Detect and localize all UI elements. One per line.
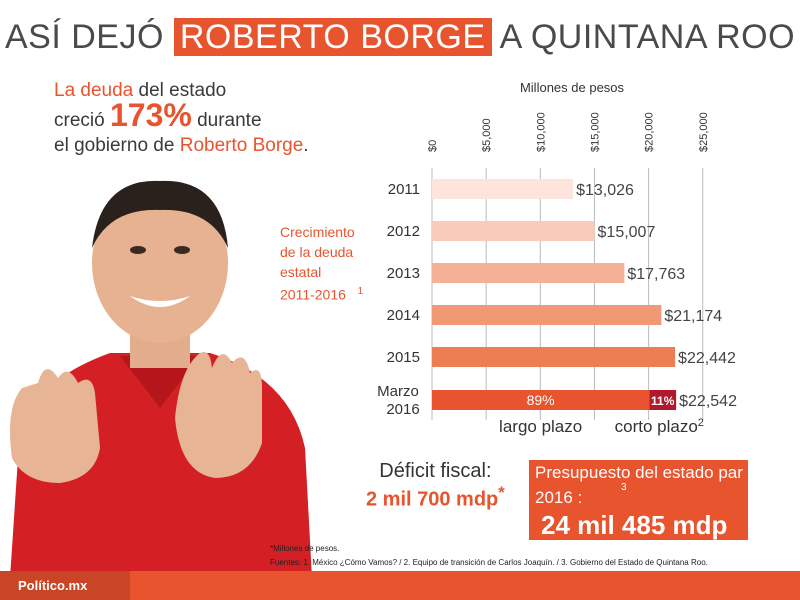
x-tick-label: $20,000 [644, 112, 656, 152]
smile [130, 296, 190, 307]
x-axis-ticks: $0 $5,000 $10,000 $15,000 $20,000 $25,000 [427, 112, 710, 152]
corto-plazo-sup: 2 [698, 417, 704, 429]
category-label: 2015 [387, 349, 420, 366]
footnote-units: *Millones de pesos. [270, 544, 340, 553]
left-hand [9, 369, 100, 483]
budget-sup: 3 [621, 482, 627, 493]
intro-line3-post: . [303, 135, 309, 156]
intro-text: La deuda del estado creció 173% durante … [54, 78, 309, 158]
x-tick-label: $25,000 [698, 112, 710, 152]
bars [432, 179, 677, 410]
gridlines [431, 168, 704, 420]
headline-highlight: ROBERTO BORGE [173, 18, 492, 56]
growth-label-line2: de la deuda [280, 244, 354, 260]
face [92, 183, 228, 343]
bar-2014 [432, 305, 662, 325]
x-tick-label: $15,000 [589, 112, 601, 152]
category-label: Marzo [377, 383, 419, 400]
footer-bar: Político.mx [0, 571, 800, 600]
hair [92, 180, 228, 248]
brand-logo[interactable]: Político.mx [0, 571, 130, 600]
category-label: 2013 [387, 265, 420, 282]
intro-deuda: La deuda [54, 80, 134, 101]
category-label: 2011 [388, 181, 420, 198]
x-tick-label: $0 [427, 140, 439, 152]
intro-line1: del estado [133, 80, 227, 101]
intro-name: Roberto Borge [179, 135, 304, 156]
politician-photo [9, 180, 312, 578]
bar-2015 [432, 347, 676, 367]
value-label: $22,442 [678, 350, 736, 367]
footnote-sources: Fuentes: 1. México ¿Cómo Vamos? / 2. Equ… [270, 558, 708, 567]
segment-name-largo-plazo: largo plazo [499, 417, 582, 436]
category-label: 2012 [387, 223, 420, 240]
bar-2011 [432, 179, 574, 199]
growth-label-line3: estatal [280, 264, 322, 280]
footnotes: *Millones de pesos. Fuentes: 1. México ¿… [270, 542, 708, 570]
bar-largo-plazo [432, 390, 650, 410]
intro-line2-pre: creció [54, 110, 110, 131]
left-eye [130, 246, 146, 254]
value-labels: $13,026 $15,007 $17,763 $21,174 $22,442 $22,5… [576, 182, 737, 410]
growth-label-sup: 1 [357, 286, 364, 297]
share-largo-plazo: 89% [527, 392, 555, 408]
bar-corto-plazo [649, 390, 677, 410]
growth-label-line1: Crecimiento [280, 224, 355, 240]
category-label: 2016 [386, 401, 419, 418]
shirt-collar [120, 356, 200, 408]
deficit-value: 2 mil 700 mdp [366, 488, 499, 511]
headline: ASÍ DEJÓ ROBERTO BORGE A QUINTANA ROO [0, 18, 800, 57]
intro-line2-post: durante [191, 110, 262, 131]
budget-box: Presupuesto del estado par 2016 : 3 24 m… [529, 460, 748, 540]
right-hand [175, 352, 262, 478]
share-corto-plazo: 11% [651, 394, 675, 408]
deficit-label: Déficit fiscal: [379, 460, 492, 482]
x-axis-title: Millones de pesos [520, 80, 625, 95]
bar-2012 [432, 221, 595, 241]
category-label: 2014 [387, 307, 420, 324]
deficit-sup: * [498, 483, 505, 502]
headline-post: A QUINTANA ROO [499, 18, 796, 56]
deficit-block: Déficit fiscal: 2 mil 700 mdp* [366, 460, 505, 512]
value-label: $22,542 [679, 393, 737, 410]
value-label: $17,763 [627, 266, 685, 283]
budget-label: Presupuesto del estado par [535, 463, 743, 482]
x-tick-label: $10,000 [535, 112, 547, 152]
growth-label: Crecimiento de la deuda estatal 2011-201… [280, 222, 363, 305]
intro-line3-pre: el gobierno de [54, 135, 180, 156]
bar-2013 [432, 263, 625, 283]
x-tick-label: $5,000 [481, 118, 493, 152]
headline-pre: ASÍ DEJÓ [4, 18, 164, 56]
growth-percent: 173% [109, 97, 192, 133]
growth-label-years: 2011-2016 [280, 286, 346, 303]
segment-name-corto-plazo: corto plazo2 [615, 417, 704, 436]
split-labels: 89% 11% largo plazo corto plazo2 [499, 392, 704, 436]
right-eye [174, 246, 190, 254]
value-label: $15,007 [598, 224, 656, 241]
value-label: $13,026 [576, 182, 634, 199]
value-label: $21,174 [664, 308, 722, 325]
budget-year: 2016 : [535, 488, 583, 507]
budget-value: 24 mil 485 mdp [541, 510, 728, 540]
